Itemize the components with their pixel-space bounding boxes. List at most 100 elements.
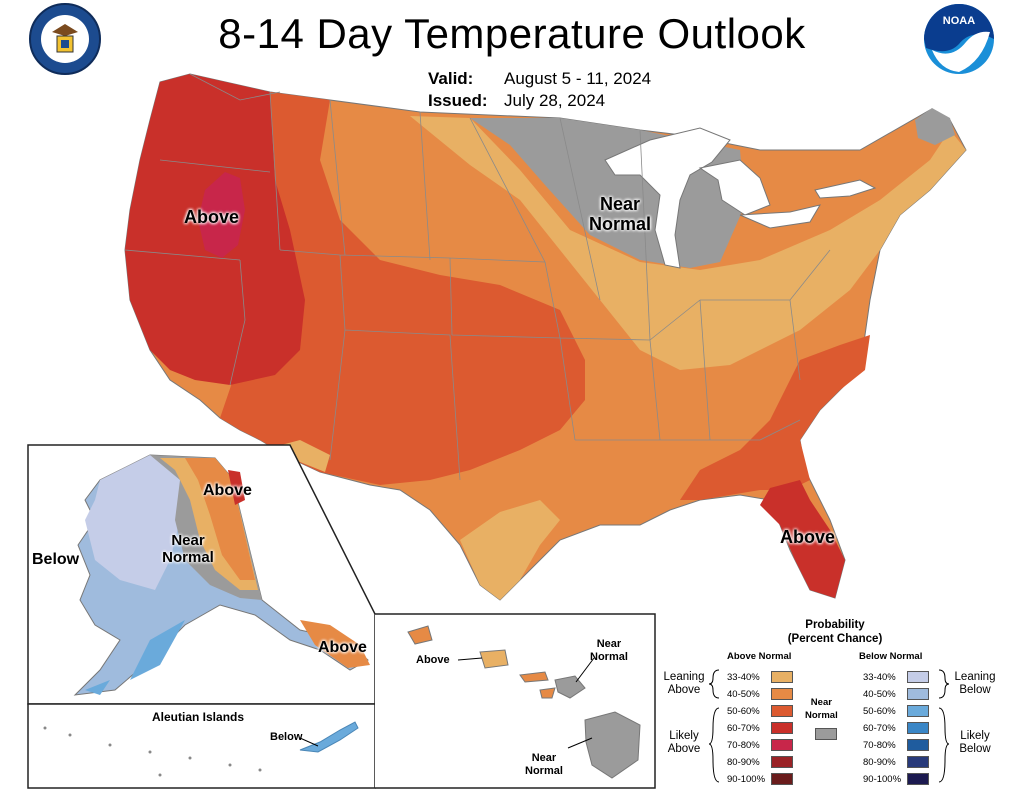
- legend-above-swatch-0: [771, 671, 793, 683]
- legend-leaning-above-1: Leaning: [663, 671, 705, 683]
- label-midwest-normal: Normal: [588, 214, 651, 234]
- near-normal-maine: [915, 108, 955, 145]
- label-hawaii-above: Above: [416, 654, 450, 666]
- legend-above-range-1: 40-50%: [727, 688, 760, 700]
- legend-title-line2: (Percent Chance): [787, 633, 883, 645]
- label-hawaii-bottom-near: Near: [531, 752, 557, 764]
- legend-above-swatch-5: [771, 756, 793, 768]
- legend-above-range-6: 90-100%: [727, 773, 766, 785]
- date-block: Valid: August 5 - 11, 2024 Issued: July 28…: [428, 68, 651, 112]
- commerce-seal-icon: [29, 3, 101, 75]
- legend-above-range-3: 60-70%: [727, 722, 760, 734]
- legend-below-row-0: 33-40%: [863, 670, 929, 684]
- legend-near-line1: Near: [810, 697, 832, 708]
- legend-above-range-4: 70-80%: [727, 739, 760, 751]
- legend-above-swatch-2: [771, 705, 793, 717]
- legend-below-row-5: 80-90%: [863, 755, 929, 769]
- legend-below-swatch-2: [907, 705, 929, 717]
- legend-below-header: Below Normal: [859, 651, 923, 662]
- legend-below-swatch-3: [907, 722, 929, 734]
- issued-line: Issued: July 28, 2024: [428, 90, 651, 112]
- leaning-above-band-north: [410, 116, 966, 370]
- valid-label: Valid:: [428, 69, 474, 88]
- legend-below-swatch-4: [907, 739, 929, 751]
- legend-above-row-3: 60-70%: [727, 721, 793, 735]
- legend-near-normal-swatch: [815, 728, 837, 740]
- state-boundaries: [124, 73, 831, 481]
- legend-below-row-2: 50-60%: [863, 704, 929, 718]
- legend-above-swatch-6: [771, 773, 793, 785]
- legend-below-swatch-6: [907, 773, 929, 785]
- legend-below-row-4: 70-80%: [863, 738, 929, 752]
- label-midwest-near: Near: [599, 194, 641, 214]
- label-alaska-normal: Normal: [162, 549, 214, 566]
- label-alaska-near-normal: Near Normal: [148, 532, 228, 566]
- label-hawaii-top-normal: Normal: [590, 651, 628, 663]
- legend-above-range-0: 33-40%: [727, 671, 760, 683]
- label-west-above: Above: [184, 207, 240, 227]
- legend-above-header: Above Normal: [727, 651, 792, 662]
- legend-below-range-1: 40-50%: [863, 688, 896, 700]
- likely-above-70-80-oregon: [198, 172, 245, 258]
- label-alaska-southeast-above: Above: [318, 639, 367, 656]
- aleutian-title: Aleutian Islands: [152, 710, 245, 724]
- issued-value: July 28, 2024: [504, 91, 606, 110]
- legend-title-line1: Probability: [805, 619, 865, 631]
- great-lakes: [604, 127, 877, 269]
- legend-below-range-2: 50-60%: [863, 705, 896, 717]
- label-alaska-near: Near: [171, 532, 205, 549]
- legend-near-normal-label: Near Normal: [805, 696, 838, 722]
- legend-below-row-6: 90-100%: [863, 772, 929, 786]
- map-title: 8-14 Day Temperature Outlook: [218, 10, 806, 57]
- legend-above-swatch-1: [771, 688, 793, 700]
- hawaii-inset: [375, 613, 656, 789]
- valid-line: Valid: August 5 - 11, 2024: [428, 68, 651, 90]
- legend-above-row-5: 80-90%: [727, 755, 793, 769]
- likely-above-50-60-southeast: [680, 335, 870, 500]
- label-aleutian-below: Below: [270, 731, 303, 743]
- likely-above-60-70-florida: [760, 480, 845, 598]
- legend-likely-above: Likely Above: [655, 730, 713, 756]
- label-midwest-near-normal: Near Normal: [580, 194, 660, 234]
- label-hawaii-near-normal-top: Near Normal: [590, 638, 628, 664]
- legend-leaning-below-1: Leaning: [954, 671, 996, 683]
- legend-above-range-5: 80-90%: [727, 756, 760, 768]
- legend-leaning-above: Leaning Above: [655, 671, 713, 697]
- legend-above-row-2: 50-60%: [727, 704, 793, 718]
- legend-above-row-0: 33-40%: [727, 670, 793, 684]
- legend-below-range-6: 90-100%: [863, 773, 902, 785]
- label-florida-above: Above: [780, 527, 836, 547]
- svg-text:NOAA: NOAA: [943, 15, 975, 27]
- legend-leaning-above-2: Above: [667, 684, 701, 696]
- legend-likely-below-1: Likely: [960, 730, 990, 742]
- legend-above-row-6: 90-100%: [727, 772, 793, 786]
- likely-above-50-60-central: [220, 92, 585, 485]
- issued-label: Issued:: [428, 91, 488, 110]
- legend-title: Probability (Percent Chance): [750, 618, 920, 646]
- legend-below-range-3: 60-70%: [863, 722, 896, 734]
- noaa-logo-icon: NOAA: [924, 4, 994, 74]
- legend-below-range-4: 70-80%: [863, 739, 896, 751]
- legend-likely-below-2: Below: [959, 743, 991, 755]
- legend-above-row-1: 40-50%: [727, 687, 793, 701]
- label-hawaii-near-normal-bottom: Near Normal: [525, 752, 563, 778]
- legend-below-row-1: 40-50%: [863, 687, 929, 701]
- legend-below-range-5: 80-90%: [863, 756, 896, 768]
- legend-near-line2: Normal: [805, 710, 838, 721]
- label-hawaii-bottom-normal: Normal: [525, 765, 563, 777]
- leaning-above-texas-coast: [460, 500, 560, 600]
- legend-leaning-below-2: Below: [959, 684, 991, 696]
- label-alaska-west-below: Below: [32, 551, 80, 568]
- legend-below-row-3: 60-70%: [863, 721, 929, 735]
- legend-above-swatch-3: [771, 722, 793, 734]
- legend-above-range-2: 50-60%: [727, 705, 760, 717]
- legend-below-swatch-5: [907, 756, 929, 768]
- probability-legend: Probability (Percent Chance) Above Norma…: [655, 618, 1020, 788]
- legend-likely-below: Likely Below: [945, 730, 1005, 756]
- valid-value: August 5 - 11, 2024: [504, 69, 652, 88]
- legend-braces: [708, 669, 950, 783]
- label-alaska-north-above: Above: [203, 482, 252, 499]
- legend-below-range-0: 33-40%: [863, 671, 896, 683]
- legend-above-swatch-4: [771, 739, 793, 751]
